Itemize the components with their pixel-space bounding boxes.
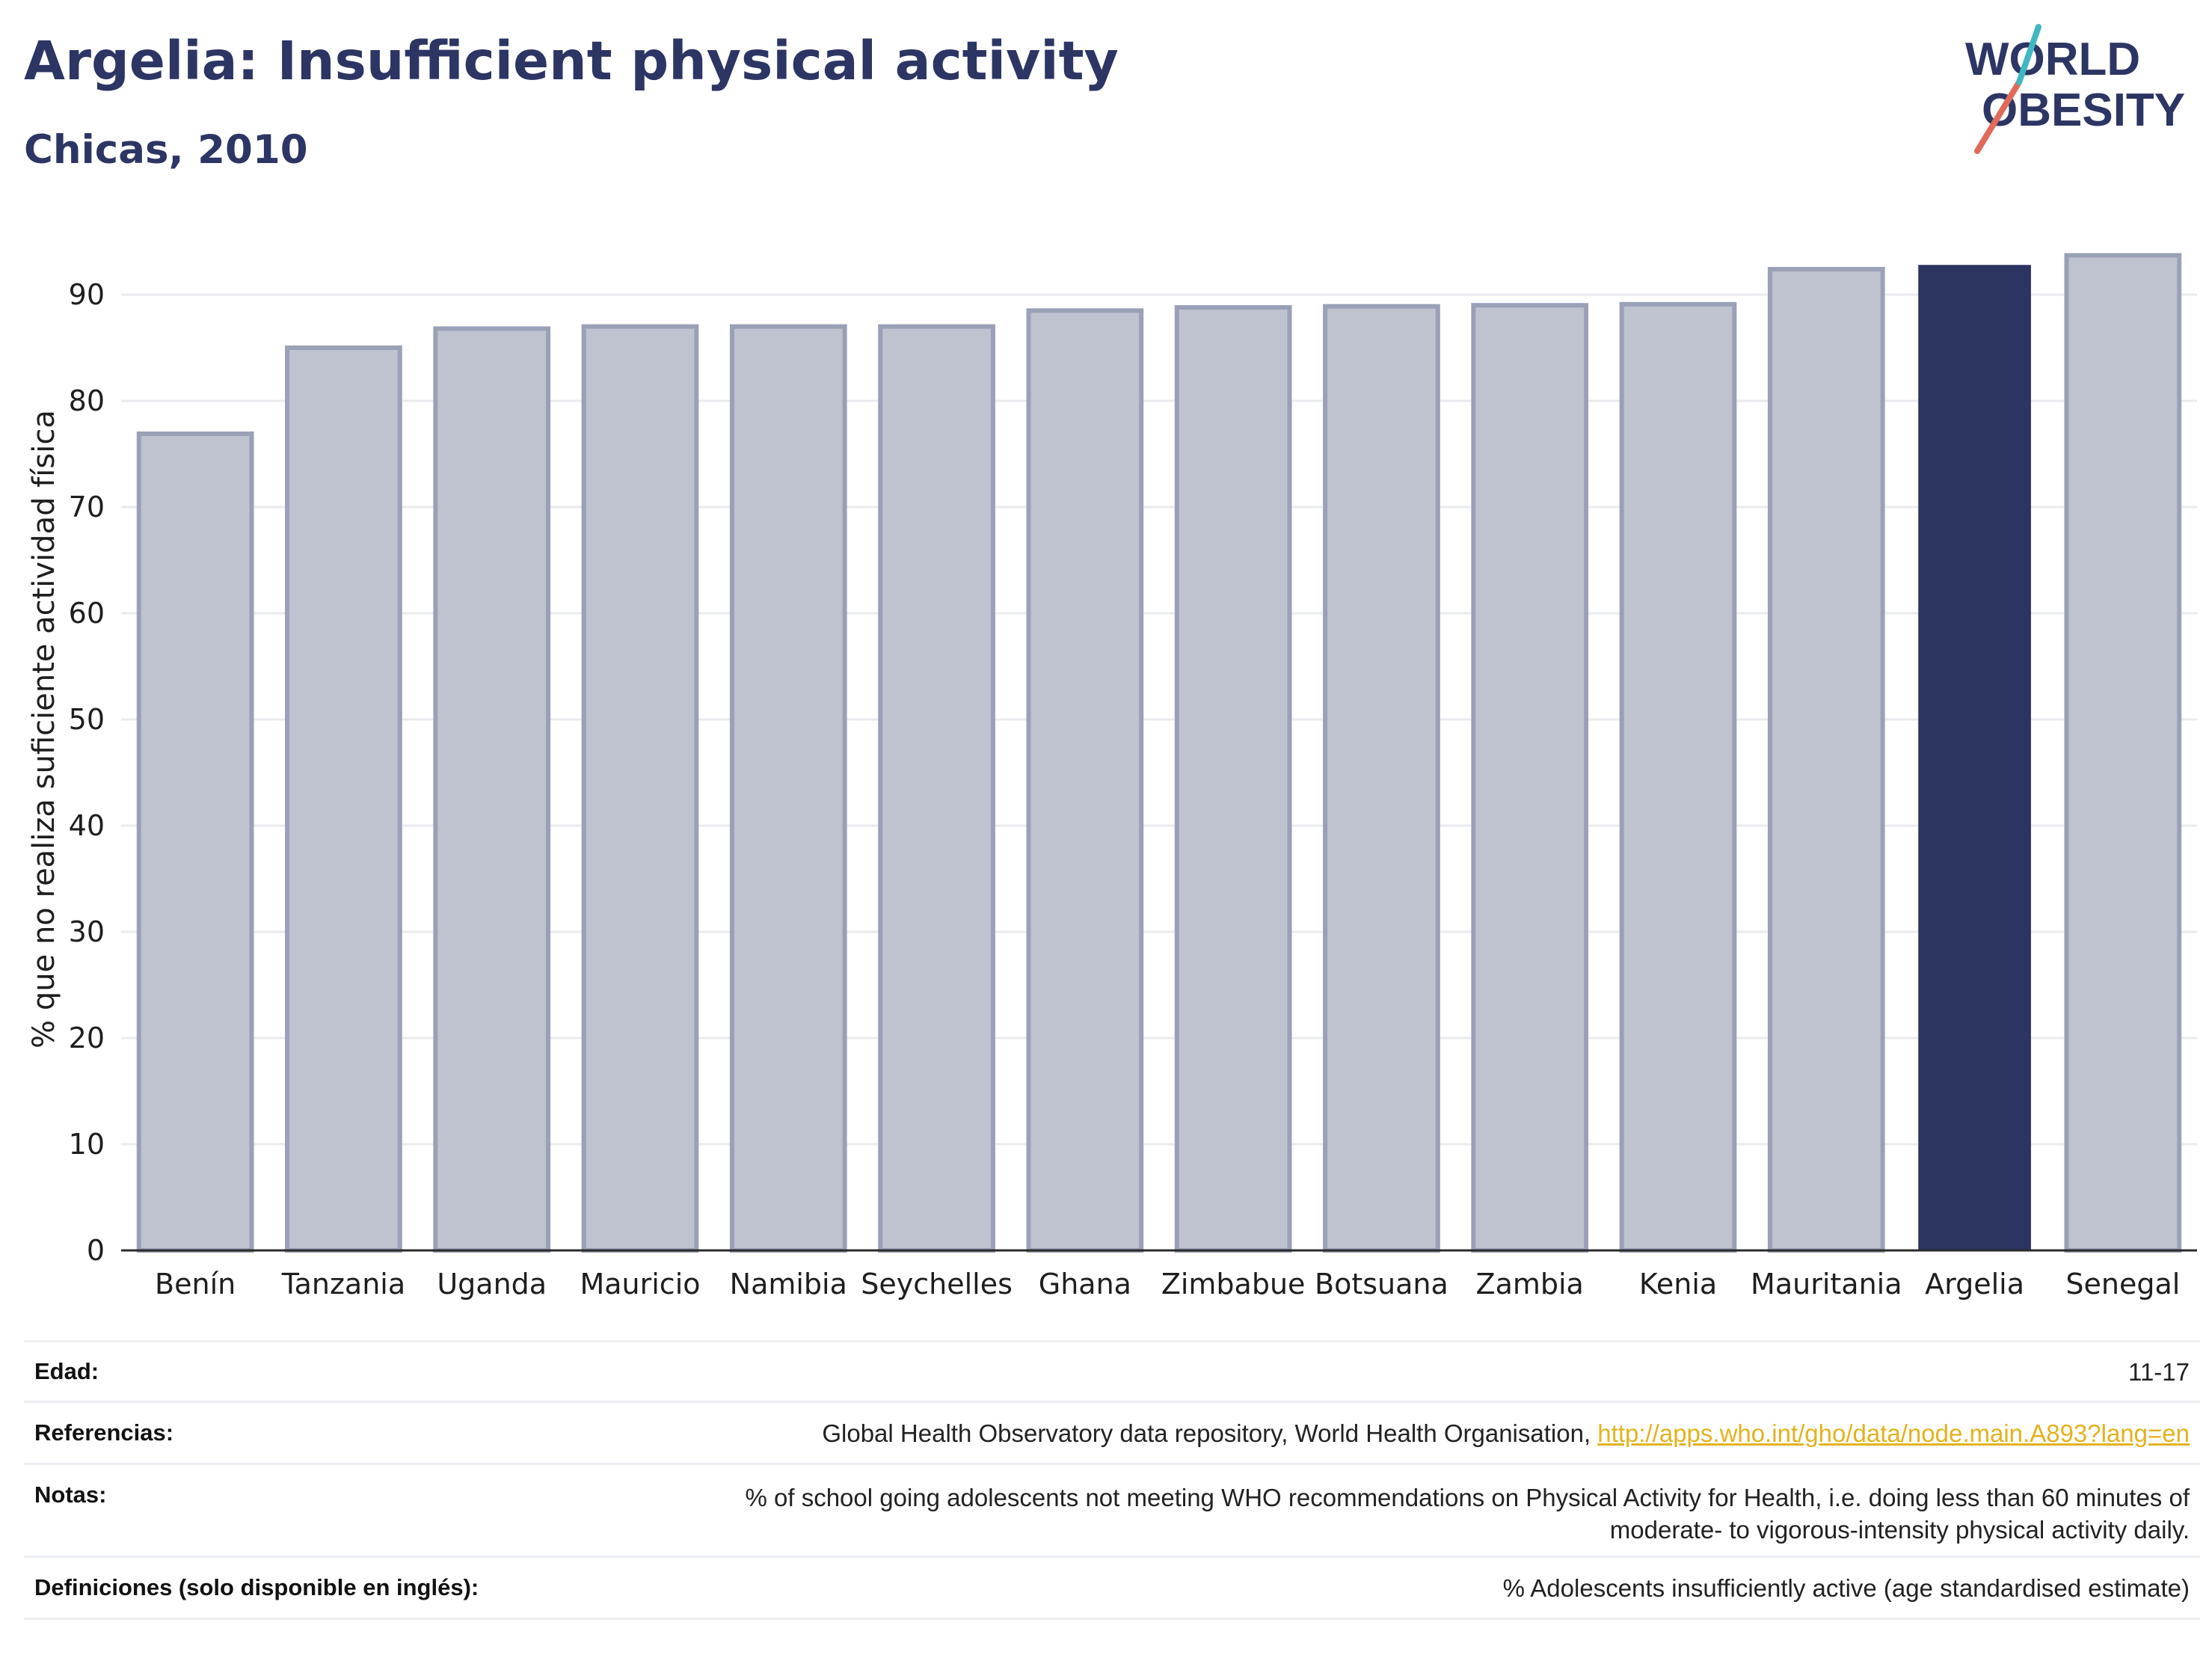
y-tick-label: 30 bbox=[69, 915, 105, 948]
x-tick-label: Kenia bbox=[1639, 1268, 1717, 1301]
y-axis-title: % que no realiza suficiente actividad fí… bbox=[27, 410, 61, 1048]
y-tick-label: 60 bbox=[69, 597, 105, 630]
y-tick-label: 40 bbox=[69, 809, 105, 842]
x-tick-labels: Benín Tanzania Uganda Mauricio Namibia Seyche… bbox=[155, 1268, 2180, 1301]
bars bbox=[136, 253, 2182, 1253]
logo-line1: WORLD bbox=[1965, 34, 2140, 85]
info-label-definitions: Definiciones (solo disponible en inglés)… bbox=[34, 1574, 479, 1600]
x-tick-label: Zimbabue bbox=[1161, 1268, 1306, 1301]
y-tick-label: 20 bbox=[69, 1022, 105, 1054]
x-tick-label: Benín bbox=[155, 1268, 236, 1301]
reference-text: Global Health Observatory data repositor… bbox=[822, 1419, 1598, 1447]
x-tick-label: Mauritania bbox=[1751, 1268, 1902, 1301]
bar bbox=[1026, 308, 1144, 1253]
y-tick-labels: 0 10 20 30 40 50 60 70 80 90 bbox=[69, 278, 105, 1267]
bar bbox=[878, 324, 995, 1253]
bar bbox=[433, 326, 551, 1253]
bar-chart: 0 10 20 30 40 50 60 70 80 90 Benín Tanzania Uganda M… bbox=[27, 253, 2197, 1301]
x-tick-label: Uganda bbox=[437, 1268, 547, 1301]
info-label-references: Referencias: bbox=[34, 1419, 174, 1446]
x-tick-label: Seychelles bbox=[861, 1268, 1013, 1301]
bar bbox=[1767, 266, 1885, 1253]
chart-subtitle: Chicas, 2010 bbox=[24, 127, 308, 173]
y-tick-label: 90 bbox=[69, 278, 105, 311]
info-value-age: 11-17 bbox=[2128, 1357, 2190, 1386]
y-tick-label: 50 bbox=[69, 703, 105, 736]
bar-highlight bbox=[1918, 265, 2031, 1250]
notes-line2: moderate- to vigorous-intensity physical… bbox=[1609, 1516, 2190, 1544]
info-label-notes: Notas: bbox=[34, 1481, 107, 1508]
info-table: Edad: 11-17 Referencias: Global Health O… bbox=[24, 1340, 2200, 1620]
info-label-age: Edad: bbox=[34, 1358, 99, 1384]
y-tick-label: 70 bbox=[69, 491, 105, 523]
bar bbox=[1174, 305, 1292, 1253]
info-value-definitions: % Adolescents insufficiently active (age… bbox=[1502, 1573, 2190, 1602]
y-tick-label: 10 bbox=[69, 1128, 105, 1161]
info-row-references: Referencias: Global Health Observatory d… bbox=[24, 1401, 2200, 1463]
x-tick-label: Argelia bbox=[1925, 1268, 2024, 1301]
info-row-notes: Notas: % of school going adolescents not… bbox=[24, 1463, 2200, 1556]
bar bbox=[1619, 301, 1737, 1253]
info-row-definitions: Definiciones (solo disponible en inglés)… bbox=[24, 1556, 2200, 1620]
x-tick-label: Namibia bbox=[730, 1268, 847, 1301]
info-value-notes: % of school going adolescents not meetin… bbox=[746, 1481, 2190, 1546]
info-value-references: Global Health Observatory data repositor… bbox=[822, 1417, 2190, 1449]
y-tick-label: 80 bbox=[69, 384, 105, 417]
world-obesity-logo: WORLD OBESITY bbox=[1965, 24, 2185, 154]
bar bbox=[729, 324, 847, 1253]
reference-link[interactable]: http://apps.who.int/gho/data/node.main.A… bbox=[1597, 1419, 2190, 1447]
x-tick-label: Senegal bbox=[2065, 1268, 2180, 1301]
bar bbox=[136, 432, 254, 1253]
x-tick-label: Zambia bbox=[1476, 1268, 1584, 1301]
x-tick-label: Mauricio bbox=[580, 1268, 700, 1301]
x-tick-label: Ghana bbox=[1039, 1268, 1131, 1301]
x-tick-label: Botsuana bbox=[1315, 1268, 1448, 1301]
bar bbox=[581, 324, 699, 1253]
notes-line1: % of school going adolescents not meetin… bbox=[745, 1484, 2190, 1511]
bar bbox=[1323, 304, 1440, 1253]
chart-title: Argelia: Insufficient physical activity bbox=[24, 30, 1119, 92]
bar bbox=[1471, 303, 1589, 1253]
bar bbox=[2064, 253, 2182, 1253]
y-tick-label: 0 bbox=[87, 1234, 105, 1267]
gridlines bbox=[121, 293, 2197, 1146]
info-row-age: Edad: 11-17 bbox=[24, 1340, 2200, 1401]
bar bbox=[285, 346, 402, 1253]
x-tick-label: Tanzania bbox=[281, 1268, 405, 1301]
